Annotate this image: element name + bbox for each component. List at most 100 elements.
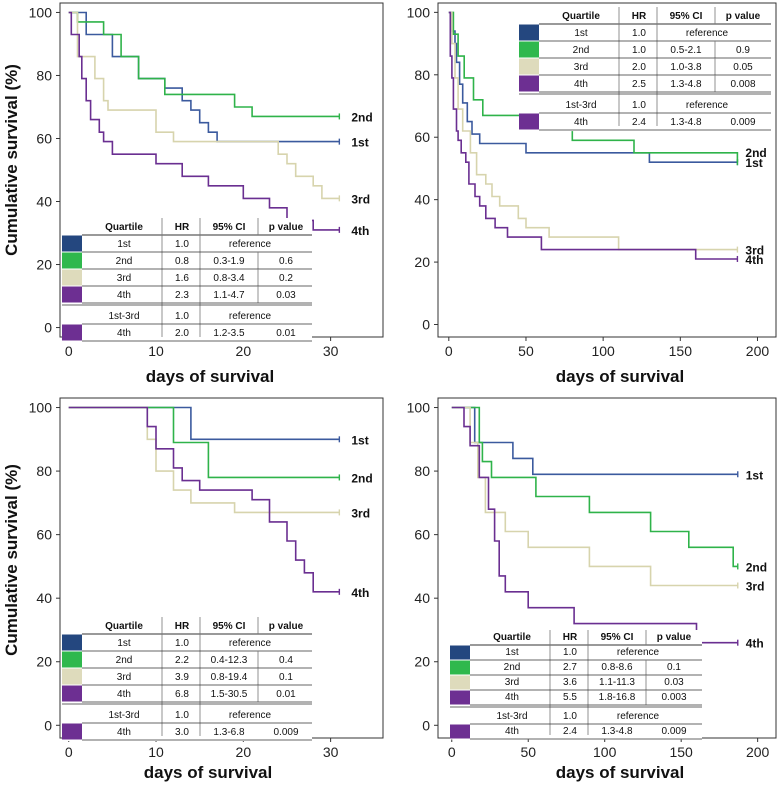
y-tick-label: 20 xyxy=(36,654,52,670)
table-header-p: p value xyxy=(657,632,692,643)
table-cell-hr: 1.0 xyxy=(632,100,646,111)
hr-table-background xyxy=(62,218,312,343)
table-cell-hr: 1.0 xyxy=(563,647,577,658)
table-cell-p: 0.01 xyxy=(276,328,296,339)
y-tick-label: 0 xyxy=(422,317,430,333)
y-tick-label: 100 xyxy=(407,4,431,20)
table-header-p: p value xyxy=(726,11,761,22)
table-cell-ci: 0.8-8.6 xyxy=(601,662,633,673)
table-header-ci: 95% CI xyxy=(670,11,703,22)
table-swatch-1st xyxy=(62,634,82,651)
y-tick-label: 40 xyxy=(36,194,52,210)
table-header-quartile: Quartile xyxy=(493,632,531,643)
curve-1st xyxy=(451,406,738,476)
hr-table-background xyxy=(519,7,771,132)
panel-bottom-left: 0 20 40 60 80 100 0 10 20 30 1st 2nd 3rd 4th Quartile H… xyxy=(29,397,384,760)
table-cell-p: 0.009 xyxy=(661,726,686,737)
y-tick-label: 60 xyxy=(36,130,52,146)
table-cell-p: 0.03 xyxy=(664,677,684,688)
table-swatch-3rd xyxy=(519,58,539,75)
table-cell-hr: 1.6 xyxy=(175,273,189,284)
table-swatch-comparison xyxy=(62,723,82,740)
table-cell-ci: reference xyxy=(617,647,660,658)
table-header-ci: 95% CI xyxy=(213,222,246,233)
hr-table: Quartile HR 95% CI p value 1st 1.0 reference 2n… xyxy=(62,617,312,742)
y-tick-label: 20 xyxy=(36,257,52,273)
curve-label-2nd: 2nd xyxy=(745,146,766,160)
curve-2nd xyxy=(68,11,340,118)
curve-label-4th: 4th xyxy=(745,253,763,267)
table-swatch-comparison xyxy=(519,113,539,130)
curve-label-3rd: 3rd xyxy=(745,244,764,258)
table-cell-ci: 1.8-16.8 xyxy=(599,692,636,703)
x-axis-title-top-right: days of survival xyxy=(556,367,685,386)
table-cell-ci: 0.8-19.4 xyxy=(211,672,248,683)
curve-2nd xyxy=(448,11,739,163)
table-swatch-1st xyxy=(62,235,82,252)
curve-4th xyxy=(451,406,738,644)
curve-label-2nd: 2nd xyxy=(351,471,372,485)
y-tick-label: 80 xyxy=(414,463,430,479)
table-cell-hr: 1.0 xyxy=(632,45,646,56)
table-cell-quartile: 4th xyxy=(117,727,131,738)
table-cell-quartile: 4th xyxy=(505,692,519,703)
table-cell-hr: 2.7 xyxy=(563,662,577,673)
table-cell-p: 0.1 xyxy=(279,672,293,683)
x-tick-label: 50 xyxy=(520,744,536,760)
table-cell-hr: 1.0 xyxy=(175,311,189,322)
table-header-quartile: Quartile xyxy=(105,621,143,632)
y-tick-label: 60 xyxy=(414,129,430,145)
table-cell-hr: 2.3 xyxy=(175,290,189,301)
table-cell-p: 0.9 xyxy=(736,45,750,56)
table-cell-quartile: 4th xyxy=(505,726,519,737)
hr-table-background xyxy=(62,617,312,742)
table-cell-p: 0.009 xyxy=(273,727,298,738)
table-swatch-4th xyxy=(62,685,82,702)
y-tick-label: 60 xyxy=(36,527,52,543)
x-tick-label: 20 xyxy=(236,744,252,760)
y-tick-label: 0 xyxy=(44,320,52,336)
curve-4th xyxy=(68,406,340,593)
curve-4th xyxy=(448,11,738,260)
table-swatch-3rd xyxy=(62,269,82,286)
table-cell-ci: reference xyxy=(229,710,272,721)
table-cell-p: 0.003 xyxy=(661,692,686,703)
table-swatch-2nd xyxy=(450,660,470,675)
y-tick-label: 0 xyxy=(422,717,430,733)
table-cell-ci: reference xyxy=(229,638,272,649)
y-tick-label: 40 xyxy=(414,590,430,606)
table-cell-quartile: 2nd xyxy=(573,45,590,56)
x-tick-label: 0 xyxy=(445,343,453,359)
table-swatch-2nd xyxy=(62,252,82,269)
table-cell-ci: 1.3-4.8 xyxy=(670,117,702,128)
table-cell-ci: 1.1-11.3 xyxy=(599,677,635,688)
table-header-hr: HR xyxy=(632,11,647,22)
table-cell-ci: reference xyxy=(229,311,272,322)
table-cell-p: 0.008 xyxy=(730,79,755,90)
x-tick-label: 100 xyxy=(591,343,615,359)
table-cell-p: 0.009 xyxy=(730,117,755,128)
curve-3rd xyxy=(451,406,738,587)
table-cell-p: 0.6 xyxy=(279,256,293,267)
table-header-ci: 95% CI xyxy=(213,621,246,632)
table-cell-hr: 1.0 xyxy=(563,711,577,722)
table-header-hr: HR xyxy=(563,632,578,643)
hr-table-background xyxy=(450,630,702,740)
table-cell-ci: 0.3-1.9 xyxy=(213,256,245,267)
table-swatch-4th xyxy=(62,286,82,303)
y-tick-label: 0 xyxy=(44,717,52,733)
table-cell-hr: 1.0 xyxy=(175,239,189,250)
table-cell-hr: 2.5 xyxy=(632,79,646,90)
table-cell-quartile: 1st xyxy=(574,28,588,39)
table-cell-hr: 1.0 xyxy=(632,28,646,39)
curve-label-1st: 1st xyxy=(351,433,368,447)
x-tick-label: 200 xyxy=(746,343,770,359)
table-header-hr: HR xyxy=(175,222,190,233)
y-tick-label: 40 xyxy=(36,590,52,606)
table-cell-ci: 1.1-4.7 xyxy=(213,290,245,301)
table-cell-hr: 2.2 xyxy=(175,655,189,666)
table-cell-quartile: 2nd xyxy=(116,256,133,267)
table-cell-p: 0.2 xyxy=(279,273,293,284)
y-tick-label: 60 xyxy=(414,527,430,543)
curve-label-1st: 1st xyxy=(351,136,368,150)
